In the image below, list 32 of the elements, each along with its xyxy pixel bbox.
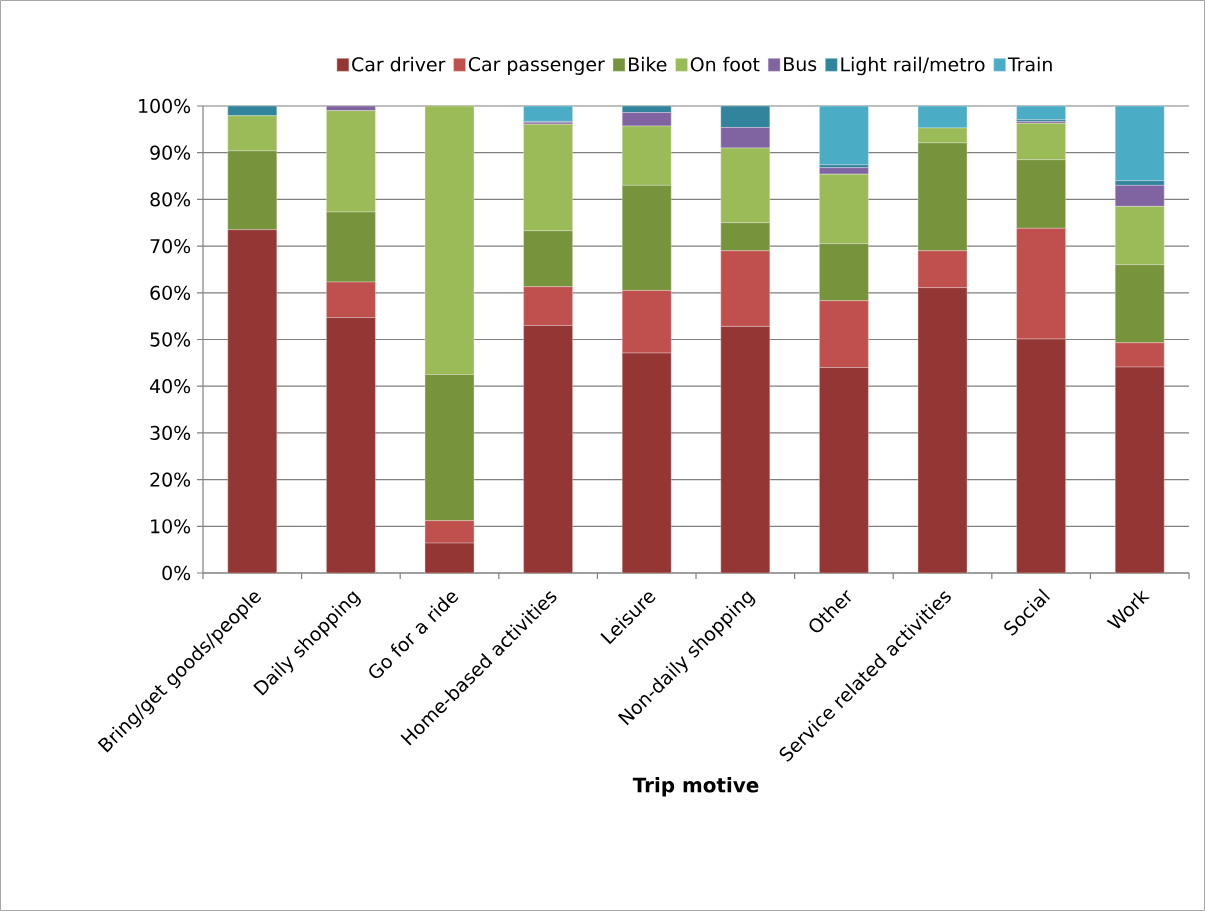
bar: [1115, 105, 1165, 181]
y-tick-label: 70%: [150, 238, 191, 254]
y-tick-label: 20%: [150, 472, 191, 487]
x-axis-title: Trip motive: [632, 777, 759, 797]
legend-label: On foot: [690, 56, 760, 72]
bar: [917, 105, 968, 129]
bar: [227, 229, 278, 573]
y-tick-label: 90%: [150, 145, 191, 160]
bar: [622, 112, 672, 127]
legend-label: Bike: [629, 56, 667, 72]
legend-label: Car passenger: [468, 57, 605, 76]
bar: [523, 105, 573, 122]
bar: [622, 105, 672, 113]
bar: [819, 167, 869, 175]
y-tick-label: 30%: [150, 425, 191, 441]
bar: [227, 105, 278, 116]
bar: [720, 127, 771, 149]
y-tick-label: 40%: [150, 379, 191, 394]
y-tick-label: 100%: [139, 98, 191, 114]
legend-label: Bus: [784, 57, 817, 72]
y-tick-label: 10%: [151, 519, 191, 534]
y-tick-label: 60%: [150, 285, 191, 300]
legend-label: Light rail/metro: [841, 56, 985, 76]
bar: [1115, 185, 1165, 207]
y-tick-label: 50%: [150, 332, 191, 347]
legend-label: Car driver: [352, 56, 446, 72]
bar: [1016, 105, 1066, 120]
legend-label: Train: [1007, 56, 1052, 72]
bar: [720, 105, 771, 128]
bar: [819, 105, 869, 166]
y-tick-label: 0%: [162, 565, 191, 581]
y-tick-label: 80%: [150, 192, 191, 207]
